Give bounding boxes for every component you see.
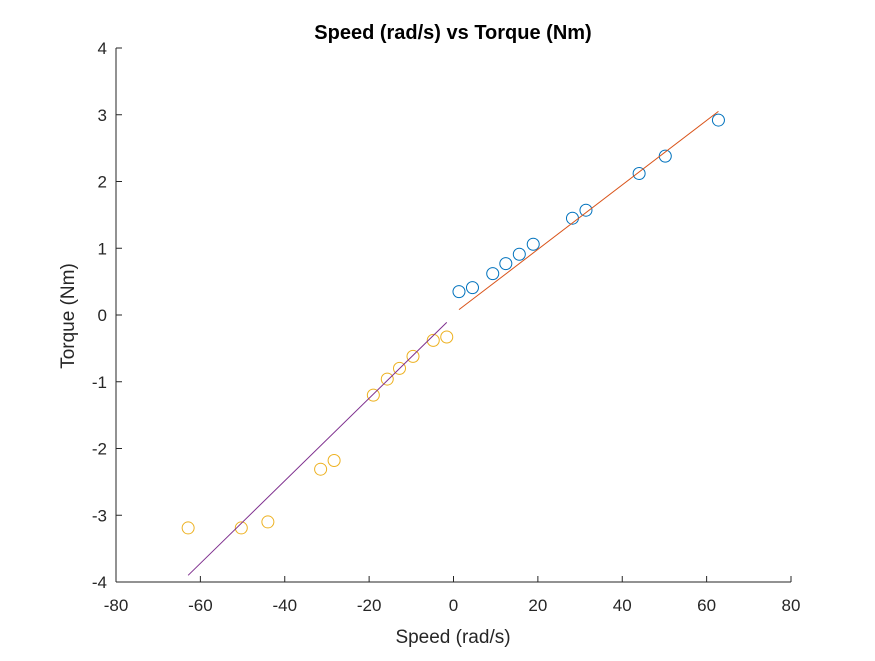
data-point [261, 515, 275, 529]
scatter-series [181, 330, 454, 535]
data-point [452, 285, 466, 299]
x-tick-label: -20 [357, 596, 382, 615]
x-tick-label: -80 [104, 596, 129, 615]
fit-line [458, 111, 719, 311]
data-point [366, 388, 380, 402]
data-point [426, 333, 440, 347]
y-tick-label: -2 [92, 440, 107, 459]
data-point [499, 257, 513, 271]
data-point [181, 521, 195, 535]
data-point [440, 330, 454, 344]
data-point [632, 166, 646, 180]
x-tick-label: 80 [782, 596, 801, 615]
x-axis-label: Speed (rad/s) [395, 627, 510, 648]
data-point [393, 361, 406, 375]
x-tick-label: 20 [528, 596, 547, 615]
x-tick-label: -60 [188, 596, 213, 615]
y-tick-label: 3 [98, 106, 107, 125]
ticks: -80 -60 -40 -20 0 20 40 60 80 -4 -3 -2 -1 0 1 2 3 4 [92, 39, 801, 615]
fit-line-series [458, 111, 719, 311]
data-point [512, 247, 526, 261]
y-tick-label: -1 [92, 373, 107, 392]
y-tick-label: 4 [98, 39, 107, 58]
data-point [579, 203, 593, 217]
data-point [234, 521, 248, 535]
y-tick-label: 2 [98, 173, 107, 192]
fit-line-series [187, 321, 448, 576]
data-point [486, 267, 500, 281]
fit-line [187, 321, 448, 576]
data-point [380, 372, 394, 386]
x-tick-label: -40 [272, 596, 297, 615]
x-tick-label: 40 [613, 596, 632, 615]
y-tick-label: -3 [92, 506, 107, 525]
y-tick-label: -4 [92, 573, 107, 592]
x-tick-label: 0 [449, 596, 458, 615]
data-point [711, 113, 725, 127]
x-tick-label: 60 [697, 596, 716, 615]
data-point [327, 454, 341, 468]
y-tick-label: 1 [98, 239, 107, 258]
data-series [181, 111, 725, 576]
y-tick-label: 0 [98, 306, 107, 325]
y-axis-label: Torque (Nm) [58, 263, 79, 369]
chart-title: Speed (rad/s) vs Torque (Nm) [314, 22, 591, 44]
data-point [406, 349, 420, 363]
data-point [526, 237, 540, 251]
data-point [465, 281, 479, 295]
data-point [314, 462, 328, 476]
